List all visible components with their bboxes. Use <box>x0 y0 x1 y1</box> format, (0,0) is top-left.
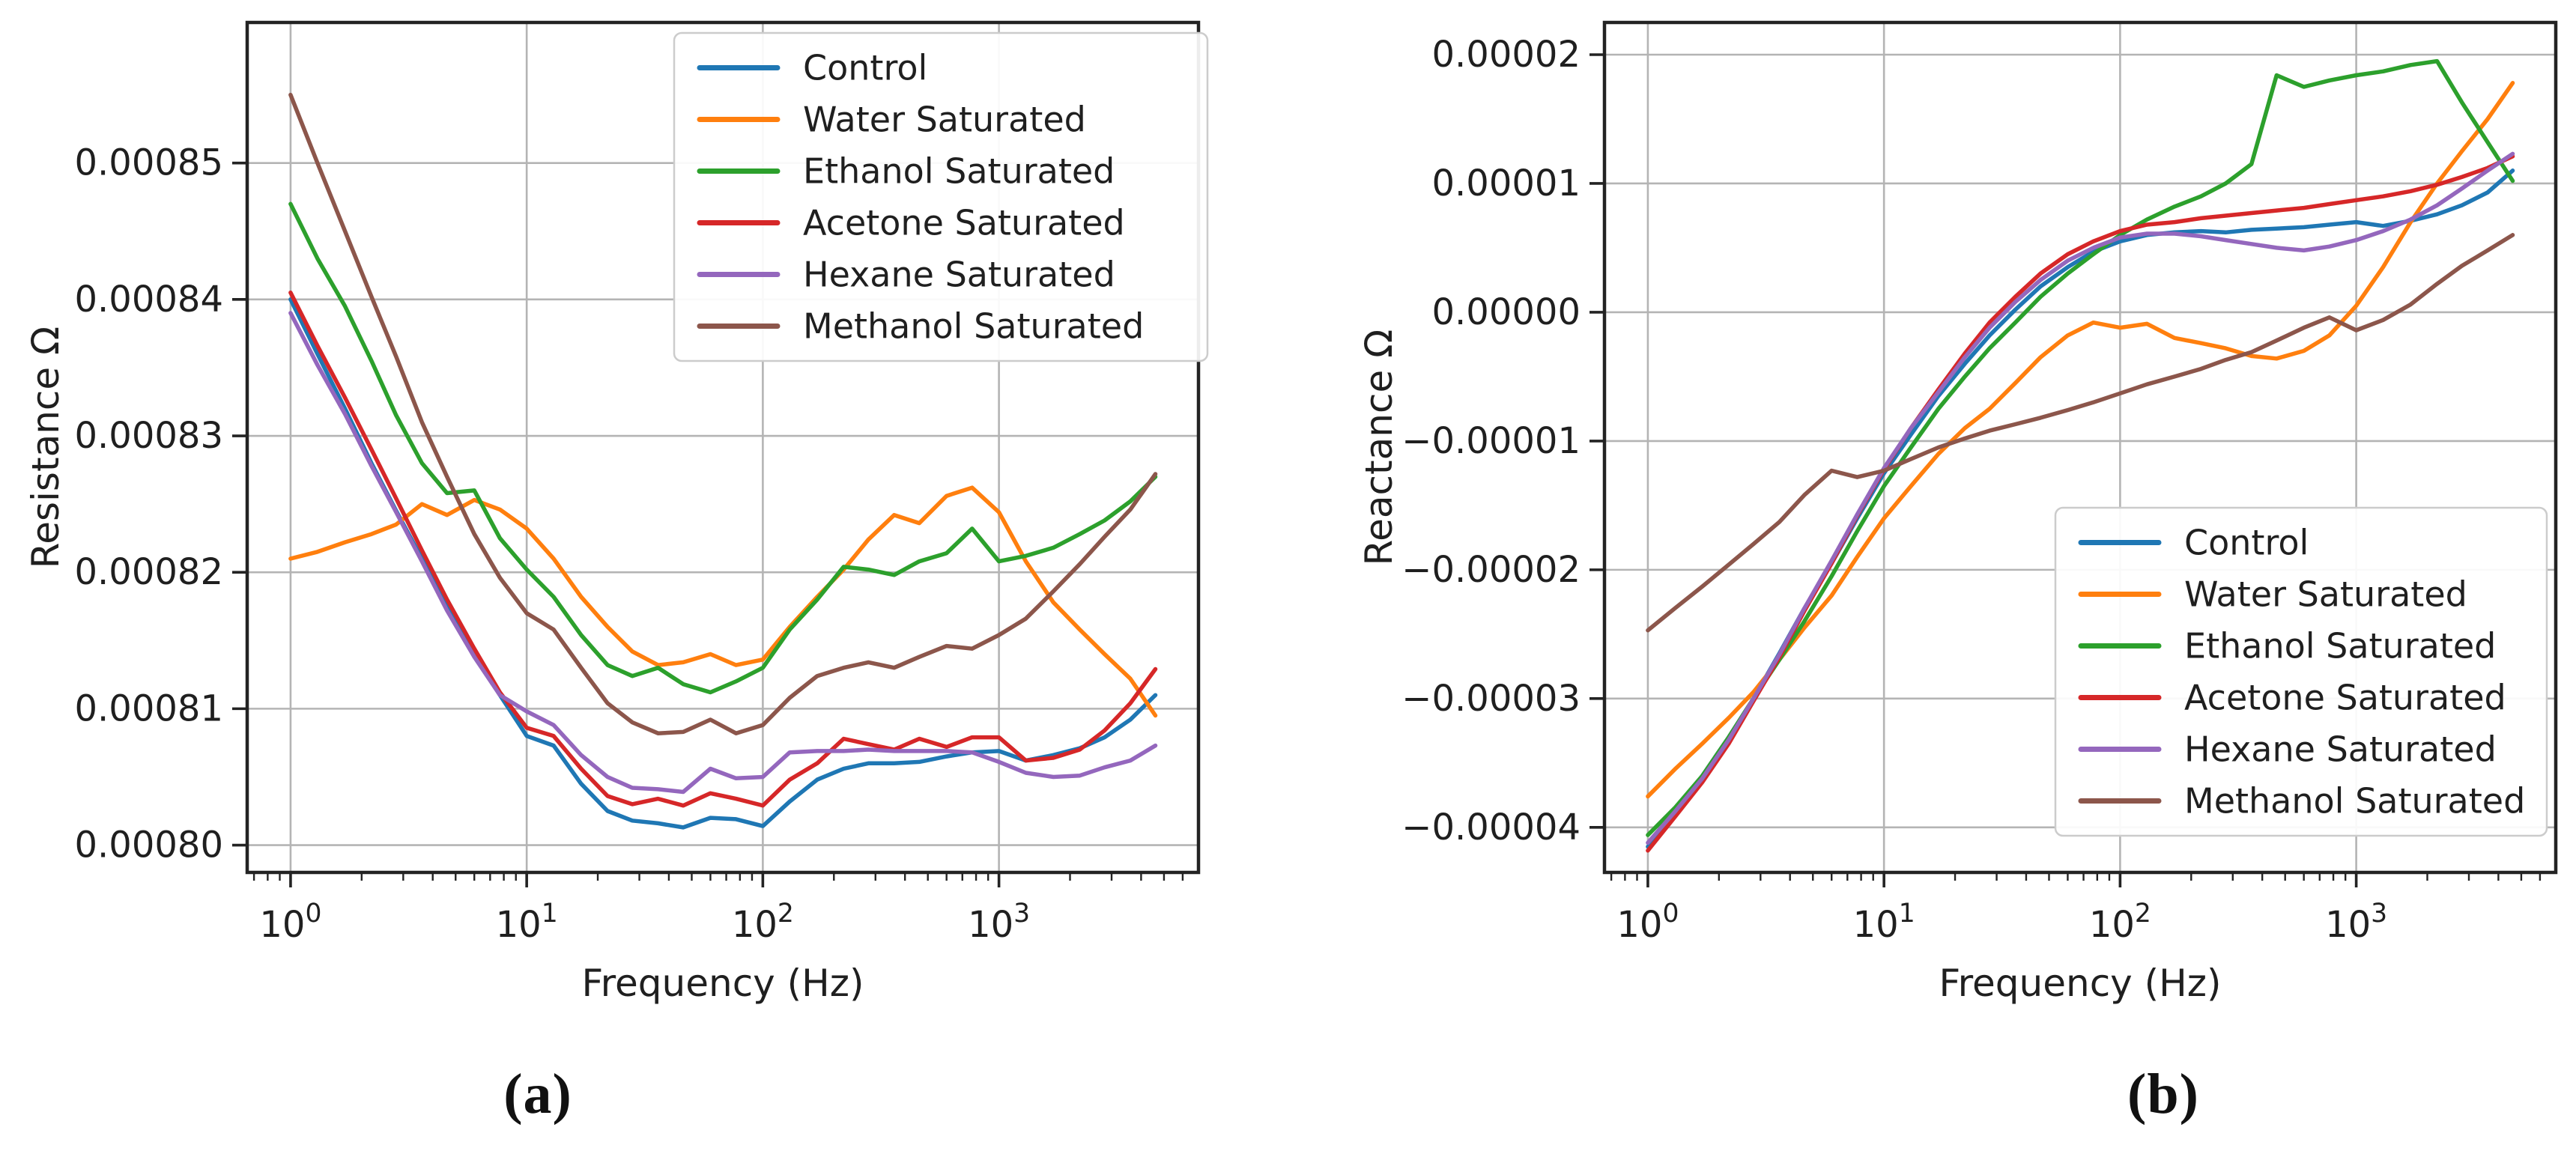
legend-box <box>673 31 1209 362</box>
y-tick-label: 0.00083 <box>75 415 224 457</box>
x-tick-label: 101 <box>496 899 558 946</box>
legend-label-methanol-saturated: Methanol Saturated <box>2184 781 2525 822</box>
series-line-hexane-saturated <box>1646 151 2515 845</box>
x-axis-label: Frequency (Hz) <box>1939 962 2221 1005</box>
y-tick-label: 0.00080 <box>75 824 224 866</box>
y-axis-label: Resistance Ω <box>24 327 67 569</box>
legend-label-control: Control <box>803 48 927 88</box>
x-axis-label: Frequency (Hz) <box>581 962 864 1005</box>
subfigure-caption-b: (b) <box>2127 1062 2199 1127</box>
legend-label-water-saturated: Water Saturated <box>803 100 1086 140</box>
axes-border <box>245 20 1201 875</box>
series-line-hexane-saturated <box>288 311 1158 795</box>
legend-label-control: Control <box>2184 523 2309 563</box>
y-tick-label: −0.00003 <box>1401 678 1581 720</box>
x-tick-label: 103 <box>2325 899 2387 946</box>
series-line-methanol-saturated <box>1646 233 2515 633</box>
legend-label-acetone-saturated: Acetone Saturated <box>803 203 1125 243</box>
y-tick-label: 0.00081 <box>75 687 224 729</box>
caption-b-text: (b) <box>2127 1063 2199 1126</box>
legend-label-water-saturated: Water Saturated <box>2184 574 2467 615</box>
legend-label-hexane-saturated: Hexane Saturated <box>803 255 1115 295</box>
x-tick-label: 100 <box>259 899 321 946</box>
series-line-water-saturated <box>288 485 1158 718</box>
legend-label-acetone-saturated: Acetone Saturated <box>2184 678 2506 718</box>
y-axis-label: Reactance Ω <box>1357 330 1401 566</box>
y-tick-label: 0.00084 <box>75 279 224 321</box>
series-line-methanol-saturated <box>288 92 1158 735</box>
caption-a-text: (a) <box>503 1063 572 1126</box>
x-tick-label: 103 <box>968 899 1030 946</box>
legend-box <box>2054 506 2548 837</box>
x-tick-label: 101 <box>1853 899 1915 946</box>
y-tick-label: 0.00000 <box>1432 291 1581 333</box>
subfigure-caption-a: (a) <box>503 1062 572 1127</box>
axes-border <box>1602 20 2558 875</box>
y-tick-label: 0.00001 <box>1432 163 1581 204</box>
series-line-ethanol-saturated <box>1646 58 2515 837</box>
y-tick-label: −0.00001 <box>1401 420 1581 462</box>
legend-label-methanol-saturated: Methanol Saturated <box>803 306 1144 347</box>
legend-label-ethanol-saturated: Ethanol Saturated <box>2184 626 2496 666</box>
series-line-acetone-saturated <box>288 290 1158 808</box>
series-line-ethanol-saturated <box>288 201 1158 695</box>
y-tick-label: 0.00085 <box>75 142 224 184</box>
y-tick-label: −0.00004 <box>1401 807 1581 848</box>
x-tick-label: 100 <box>1616 899 1679 946</box>
x-tick-label: 102 <box>2089 899 2151 946</box>
y-tick-label: 0.00002 <box>1432 34 1581 76</box>
y-tick-label: −0.00002 <box>1401 549 1581 591</box>
x-tick-label: 102 <box>732 899 794 946</box>
legend-label-ethanol-saturated: Ethanol Saturated <box>803 151 1115 192</box>
y-tick-label: 0.00082 <box>75 551 224 593</box>
legend-label-hexane-saturated: Hexane Saturated <box>2184 729 2497 770</box>
